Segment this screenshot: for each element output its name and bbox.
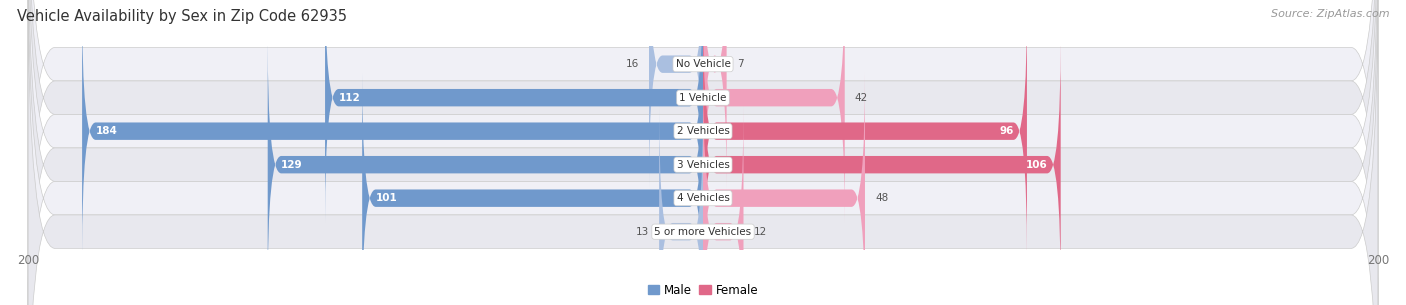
Text: 2 Vehicles: 2 Vehicles <box>676 126 730 136</box>
FancyBboxPatch shape <box>363 73 703 305</box>
FancyBboxPatch shape <box>703 73 865 305</box>
Text: 48: 48 <box>875 193 889 203</box>
FancyBboxPatch shape <box>267 39 703 290</box>
Text: 106: 106 <box>1025 160 1047 170</box>
Text: 4 Vehicles: 4 Vehicles <box>676 193 730 203</box>
Text: 96: 96 <box>1000 126 1014 136</box>
Text: 184: 184 <box>96 126 118 136</box>
Legend: Male, Female: Male, Female <box>643 279 763 301</box>
Text: 1 Vehicle: 1 Vehicle <box>679 93 727 103</box>
FancyBboxPatch shape <box>703 106 744 305</box>
FancyBboxPatch shape <box>28 0 1378 305</box>
Text: Vehicle Availability by Sex in Zip Code 62935: Vehicle Availability by Sex in Zip Code … <box>17 9 347 24</box>
Text: No Vehicle: No Vehicle <box>675 59 731 69</box>
Text: 5 or more Vehicles: 5 or more Vehicles <box>654 227 752 237</box>
Text: 129: 129 <box>281 160 302 170</box>
Text: 13: 13 <box>636 227 650 237</box>
Text: 7: 7 <box>737 59 744 69</box>
FancyBboxPatch shape <box>28 0 1378 305</box>
Text: 16: 16 <box>626 59 638 69</box>
Text: 112: 112 <box>339 93 360 103</box>
FancyBboxPatch shape <box>703 0 727 189</box>
Text: 101: 101 <box>375 193 398 203</box>
FancyBboxPatch shape <box>82 6 703 257</box>
FancyBboxPatch shape <box>28 0 1378 305</box>
Text: 3 Vehicles: 3 Vehicles <box>676 160 730 170</box>
FancyBboxPatch shape <box>28 0 1378 305</box>
Text: 12: 12 <box>754 227 766 237</box>
Text: 42: 42 <box>855 93 868 103</box>
FancyBboxPatch shape <box>650 0 703 189</box>
FancyBboxPatch shape <box>703 0 845 223</box>
FancyBboxPatch shape <box>659 106 703 305</box>
FancyBboxPatch shape <box>325 0 703 223</box>
FancyBboxPatch shape <box>703 39 1060 290</box>
FancyBboxPatch shape <box>28 0 1378 305</box>
FancyBboxPatch shape <box>28 0 1378 305</box>
Text: Source: ZipAtlas.com: Source: ZipAtlas.com <box>1271 9 1389 19</box>
FancyBboxPatch shape <box>703 6 1026 257</box>
